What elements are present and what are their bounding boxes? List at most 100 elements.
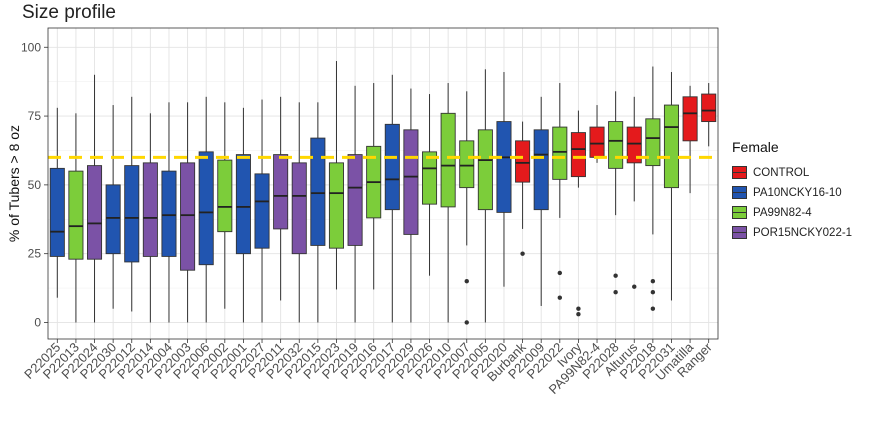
boxes-layer [49, 61, 717, 325]
y-tick-label: 50 [28, 178, 42, 192]
legend-label: POR15NCKY022-1 [753, 226, 853, 239]
y-tick-label: 100 [21, 40, 41, 54]
box-body [608, 121, 624, 169]
box-P22023 [328, 61, 344, 290]
legend-label: CONTROL [753, 166, 810, 179]
chart-title: Size profile [22, 2, 116, 23]
outlier-point [520, 251, 525, 256]
box-P22001 [235, 107, 251, 323]
legend-item: PA10NCKY16-10 [732, 183, 852, 202]
legend-items: CONTROL PA10NCKY16-10 PA99N82-4 POR15NCKY02… [732, 163, 852, 242]
box-body [589, 126, 605, 158]
box-body [87, 165, 103, 260]
box-P22015 [310, 102, 326, 323]
box-P22003 [180, 102, 196, 323]
y-tick-label: 25 [28, 247, 42, 261]
box-body [403, 129, 419, 235]
outlier-point [650, 290, 656, 295]
box-P22018 [645, 66, 661, 311]
box-body [105, 184, 121, 255]
legend-title: Female [732, 139, 779, 155]
panel-background [48, 28, 718, 339]
box-Burbank [515, 121, 531, 256]
outlier-point [464, 279, 469, 284]
box-body [124, 165, 140, 263]
outlier-point [632, 284, 637, 289]
y-axis-title: % of Tubers > 8 oz [6, 125, 22, 242]
box-body [254, 173, 270, 249]
box-body [273, 154, 289, 230]
box-Ivory [570, 110, 586, 317]
box-body [459, 140, 475, 189]
box-body [180, 162, 196, 271]
box-body [440, 112, 456, 208]
outlier-point [557, 295, 563, 300]
legend-key [732, 186, 747, 199]
box-P22012 [124, 96, 140, 312]
box-body [49, 167, 65, 257]
box-body [161, 170, 177, 257]
outlier-point [613, 273, 618, 278]
box-body [533, 129, 549, 211]
legend-item: PA99N82-4 [732, 203, 852, 222]
box-body [477, 129, 493, 211]
box-body [496, 121, 512, 213]
y-tick-label: 75 [28, 109, 42, 123]
legend-key [732, 206, 747, 219]
box-P22002 [217, 102, 233, 309]
box-P22016 [366, 83, 382, 290]
box-body [235, 154, 251, 255]
box-Umatilla [682, 85, 698, 194]
box-P22030 [105, 105, 121, 309]
box-P22010 [440, 83, 456, 323]
outlier-point [576, 312, 581, 317]
panel-border [47, 27, 719, 340]
x-axis-ticks: P22025P22013P22024P22030P22012P22014P220… [21, 339, 715, 397]
outlier-point [464, 320, 469, 325]
box-body [626, 126, 642, 164]
box-body [422, 151, 438, 205]
y-tick-label: 0 [34, 315, 41, 329]
legend-item: CONTROL [732, 163, 852, 182]
box-Alturus [626, 96, 642, 289]
box-body [198, 151, 214, 266]
box-P22019 [347, 85, 363, 323]
y-axis-ticks: 0 25 50 75 100 [21, 40, 48, 329]
box-P22011 [273, 96, 289, 301]
box-body [328, 162, 344, 249]
box-body [384, 123, 400, 211]
box-P22026 [422, 94, 438, 276]
box-body [347, 154, 363, 246]
box-P22005 [477, 69, 493, 323]
box-P22014 [142, 113, 158, 323]
legend-key [732, 226, 747, 239]
box-P22009 [533, 96, 549, 306]
box-P22020 [496, 72, 512, 287]
box-body [663, 104, 679, 189]
outlier-point [650, 306, 656, 311]
box-body [217, 159, 233, 233]
outlier-point [613, 290, 618, 295]
box-body [515, 140, 531, 183]
legend: Female CONTROL PA10NCKY16-10 PA99N82-4 POR1… [732, 139, 852, 243]
box-body [645, 118, 661, 167]
box-P22004 [161, 102, 177, 323]
box-P22027 [254, 99, 270, 323]
box-P22024 [87, 74, 103, 323]
box-body [291, 162, 307, 255]
box-PA99N82-4 [589, 105, 605, 163]
legend-label: PA99N82-4 [753, 206, 812, 219]
box-P22013 [68, 113, 84, 323]
box-P22031 [663, 72, 679, 301]
box-body [682, 96, 698, 142]
box-body [68, 170, 84, 260]
box-P22022 [552, 83, 568, 300]
box-Ranger [701, 83, 717, 147]
box-body [570, 132, 586, 178]
outlier-point [650, 279, 656, 284]
box-body [701, 93, 717, 123]
box-body [310, 137, 326, 246]
box-P22017 [384, 74, 400, 323]
legend-item: POR15NCKY022-1 [732, 223, 852, 242]
